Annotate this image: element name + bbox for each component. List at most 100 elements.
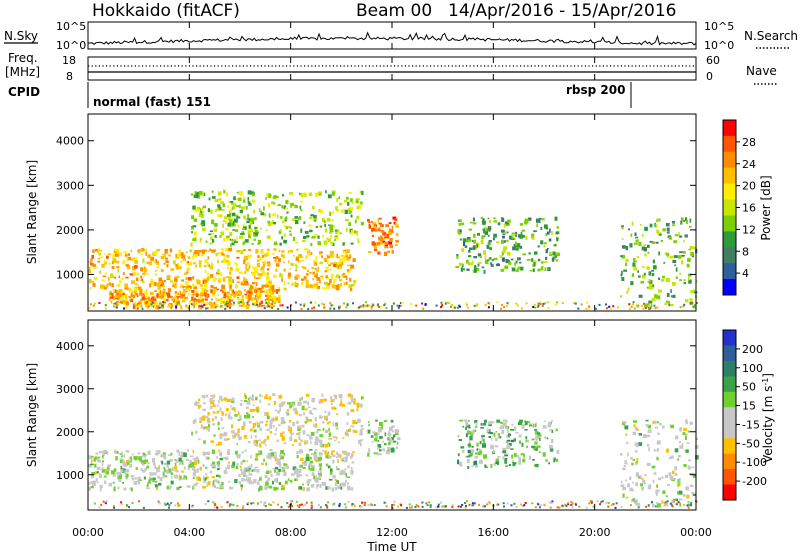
echo-cell	[221, 260, 223, 263]
echo-cell	[466, 259, 469, 264]
echo-cell	[195, 208, 199, 213]
echo-cell	[234, 414, 238, 417]
echo-cell	[620, 484, 625, 487]
echo-cell	[259, 393, 261, 398]
echo-cell	[685, 435, 687, 440]
echo-cell	[647, 504, 650, 507]
echo-cell	[140, 288, 143, 293]
echo-cell	[257, 290, 261, 294]
echo-cell	[280, 229, 282, 234]
echo-cell	[310, 467, 315, 471]
echo-cell	[394, 222, 397, 226]
echo-cell	[92, 249, 95, 253]
echo-cell	[248, 473, 253, 476]
power-echoes	[88, 190, 698, 310]
echo-cell	[112, 258, 117, 263]
echo-cell	[125, 473, 129, 478]
echo-cell	[198, 214, 203, 218]
echo-cell	[265, 284, 269, 288]
echo-cell	[218, 206, 221, 211]
echo-cell	[638, 241, 642, 246]
echo-cell	[234, 239, 236, 242]
echo-cell	[104, 480, 107, 484]
echo-cell	[269, 421, 273, 425]
echo-cell	[326, 237, 329, 240]
echo-cell	[186, 485, 191, 488]
echo-cell	[170, 268, 175, 271]
echo-cell	[585, 307, 588, 310]
freq-right-tick-top: 60	[706, 54, 720, 67]
echo-cell	[453, 306, 456, 309]
echo-cell	[279, 464, 282, 468]
echo-cell	[673, 500, 676, 503]
echo-cell	[621, 270, 623, 275]
echo-cell	[167, 295, 171, 299]
echo-cell	[373, 432, 378, 436]
echo-cell	[282, 404, 284, 406]
echo-cell	[251, 469, 254, 472]
echo-cell	[349, 254, 352, 258]
echo-cell	[212, 464, 216, 468]
echo-cell	[130, 475, 135, 478]
echo-cell	[198, 260, 202, 265]
echo-cell	[637, 306, 639, 308]
echo-cell	[124, 283, 128, 288]
echo-cell	[621, 226, 624, 230]
echo-cell	[675, 276, 678, 279]
echo-cell	[124, 254, 128, 257]
echo-cell	[658, 277, 661, 280]
echo-cell	[589, 500, 592, 503]
echo-cell	[526, 445, 529, 449]
echo-cell	[163, 293, 167, 297]
echo-cell	[250, 502, 253, 505]
echo-cell	[481, 266, 485, 269]
echo-cell	[134, 257, 137, 262]
echo-cell	[635, 304, 640, 307]
echo-cell	[249, 396, 253, 400]
echo-cell	[664, 302, 667, 305]
echo-cell	[89, 303, 92, 306]
echo-cell	[335, 427, 339, 430]
echo-cell	[227, 464, 230, 469]
echo-cell	[548, 238, 552, 242]
echo-cell	[468, 426, 471, 429]
echo-cell	[685, 219, 688, 224]
echo-cell	[293, 254, 295, 257]
echo-cell	[675, 267, 678, 272]
echo-cell	[168, 504, 171, 507]
colorbar-swatch	[723, 422, 736, 439]
echo-cell	[253, 233, 257, 237]
echo-cell	[633, 260, 637, 263]
echo-cell	[458, 223, 461, 226]
echo-cell	[220, 248, 225, 251]
echo-cell	[194, 191, 197, 194]
echo-cell	[182, 291, 186, 295]
echo-cell	[327, 411, 331, 416]
echo-cell	[134, 271, 136, 275]
echo-cell	[349, 277, 352, 282]
echo-cell	[211, 449, 216, 454]
echo-cell	[323, 482, 327, 487]
echo-cell	[259, 273, 263, 277]
echo-cell	[137, 249, 141, 252]
echo-cell	[187, 288, 190, 292]
echo-cell	[545, 459, 548, 462]
echo-cell	[200, 287, 205, 290]
echo-cell	[490, 264, 494, 267]
echo-cell	[311, 472, 315, 476]
echo-cell	[533, 303, 536, 306]
echo-cell	[156, 249, 161, 252]
echo-cell	[480, 423, 483, 426]
echo-cell	[166, 460, 171, 465]
echo-cell	[341, 258, 346, 262]
echo-cell	[336, 451, 339, 455]
echo-cell	[691, 466, 695, 469]
echo-cell	[107, 466, 110, 471]
echo-cell	[154, 282, 157, 287]
echo-cell	[236, 504, 239, 507]
echo-cell	[96, 471, 99, 474]
echo-cell	[313, 215, 317, 218]
echo-cell	[490, 463, 493, 469]
echo-cell	[350, 394, 353, 399]
echo-cell	[295, 219, 299, 225]
